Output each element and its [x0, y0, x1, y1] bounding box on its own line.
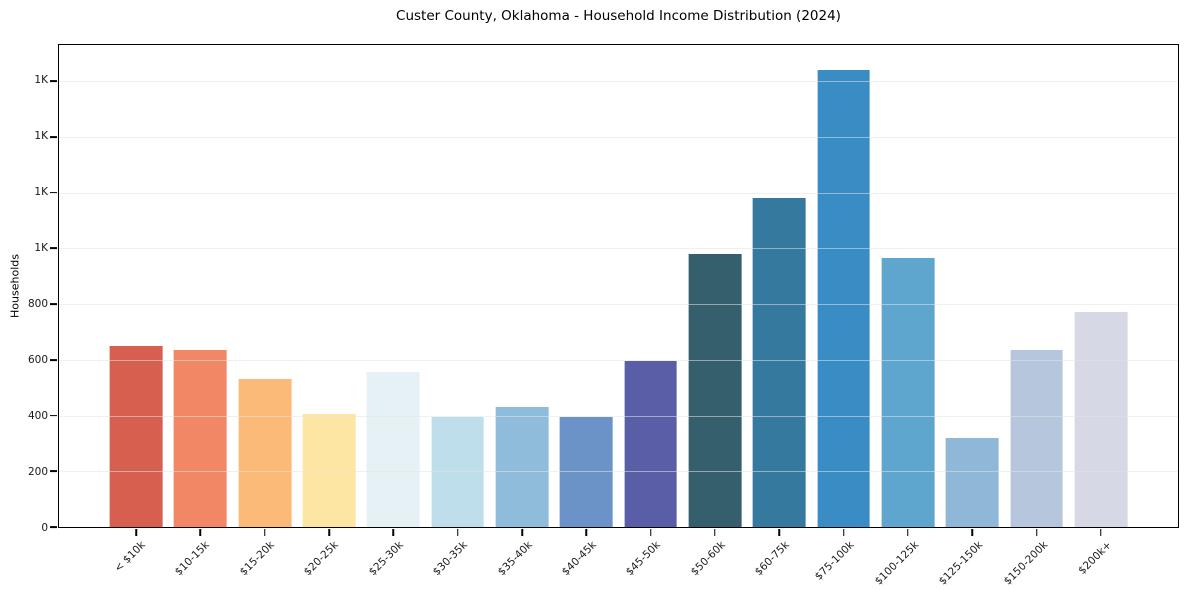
- x-tick-label: < $10k: [112, 539, 148, 575]
- gridline: [59, 248, 1178, 250]
- x-tick-mark: [649, 529, 652, 536]
- x-tick-mark: [714, 529, 716, 536]
- x-tick-mark: [842, 529, 845, 536]
- x-tick-label: $75-100k: [812, 539, 857, 583]
- x-tick-mark: [1035, 529, 1038, 536]
- x-tick-mark: [135, 529, 137, 536]
- x-tick-mark: [392, 529, 395, 536]
- y-tick-labels: 0 200 400 600 800 1K 1K 1K 1K: [0, 44, 48, 534]
- x-tick-label: $45-50k: [624, 539, 664, 579]
- bar: [302, 414, 356, 527]
- gridline: [59, 471, 1178, 473]
- chart-title: Custer County, Oklahoma - Household Inco…: [396, 8, 841, 24]
- x-tick-mark: [521, 529, 523, 536]
- x-tick-label: $50-60k: [688, 539, 728, 579]
- x-tick-label: $10-15k: [173, 539, 213, 579]
- y-tick-mark: [50, 358, 57, 361]
- gridline: [59, 192, 1178, 194]
- x-tick-mark: [778, 529, 781, 536]
- gridline: [59, 304, 1178, 306]
- y-tick-label: 1K: [34, 186, 48, 199]
- x-tick-label: $100-125k: [872, 539, 921, 588]
- y-tick-mark: [50, 414, 57, 417]
- x-tick-label: $20-25k: [301, 539, 342, 579]
- y-tick-label: 1K: [34, 74, 48, 87]
- plot-area: [50, 44, 1179, 536]
- gridline: [59, 136, 1178, 138]
- bar: [238, 379, 292, 527]
- bar: [109, 345, 163, 527]
- gridline: [59, 415, 1178, 417]
- y-tick-mark: [50, 80, 57, 83]
- x-tick-mark: [1100, 529, 1102, 536]
- bar: [495, 407, 549, 527]
- x-tick-label: $15-20k: [237, 539, 277, 579]
- y-tick-label: 400: [27, 410, 48, 423]
- gridline: [59, 81, 1178, 83]
- bar: [1074, 312, 1128, 527]
- x-tick-labels: < $10k $10-15k $15-20k $20-25k $25-30k $30-35…: [58, 534, 1179, 590]
- x-tick-mark: [328, 529, 330, 536]
- bar: [881, 258, 935, 527]
- x-tick-label: $25-30k: [366, 539, 406, 579]
- x-tick-mark: [199, 529, 202, 536]
- x-tick-mark: [907, 529, 909, 536]
- x-tick-mark: [456, 529, 459, 536]
- x-tick-mark: [264, 529, 266, 536]
- y-tick-mark: [50, 526, 57, 528]
- y-tick-mark: [50, 191, 57, 194]
- y-tick-label: 200: [27, 466, 48, 479]
- y-tick-mark: [50, 303, 57, 306]
- y-tick-label: 800: [27, 298, 48, 311]
- bar: [624, 361, 678, 527]
- y-tick-label: 600: [27, 354, 48, 367]
- y-tick-mark: [50, 136, 57, 138]
- x-tick-label: $125-150k: [936, 539, 986, 588]
- bar: [1010, 350, 1063, 527]
- x-tick-label: $60-75k: [752, 539, 793, 579]
- bar: [174, 350, 227, 527]
- bar: [817, 70, 870, 527]
- y-tick-label: 0: [41, 522, 48, 534]
- y-tick-mark: [50, 470, 57, 473]
- x-tick-label: $150-200k: [1001, 539, 1050, 588]
- x-tick-label: $40-45k: [559, 539, 599, 579]
- gridline: [59, 359, 1178, 361]
- bar: [367, 372, 420, 527]
- bar: [945, 437, 999, 527]
- x-tick-mark: [971, 529, 973, 536]
- x-tick-mark: [585, 529, 588, 536]
- x-tick-label: $200k+: [1076, 539, 1115, 577]
- x-tick-label: $35-40k: [495, 539, 535, 579]
- y-tick-label: 1K: [34, 130, 48, 143]
- x-tick-label: $30-35k: [430, 539, 470, 579]
- y-tick-label: 1K: [34, 242, 48, 255]
- bar: [688, 253, 742, 527]
- y-tick-mark: [50, 247, 57, 250]
